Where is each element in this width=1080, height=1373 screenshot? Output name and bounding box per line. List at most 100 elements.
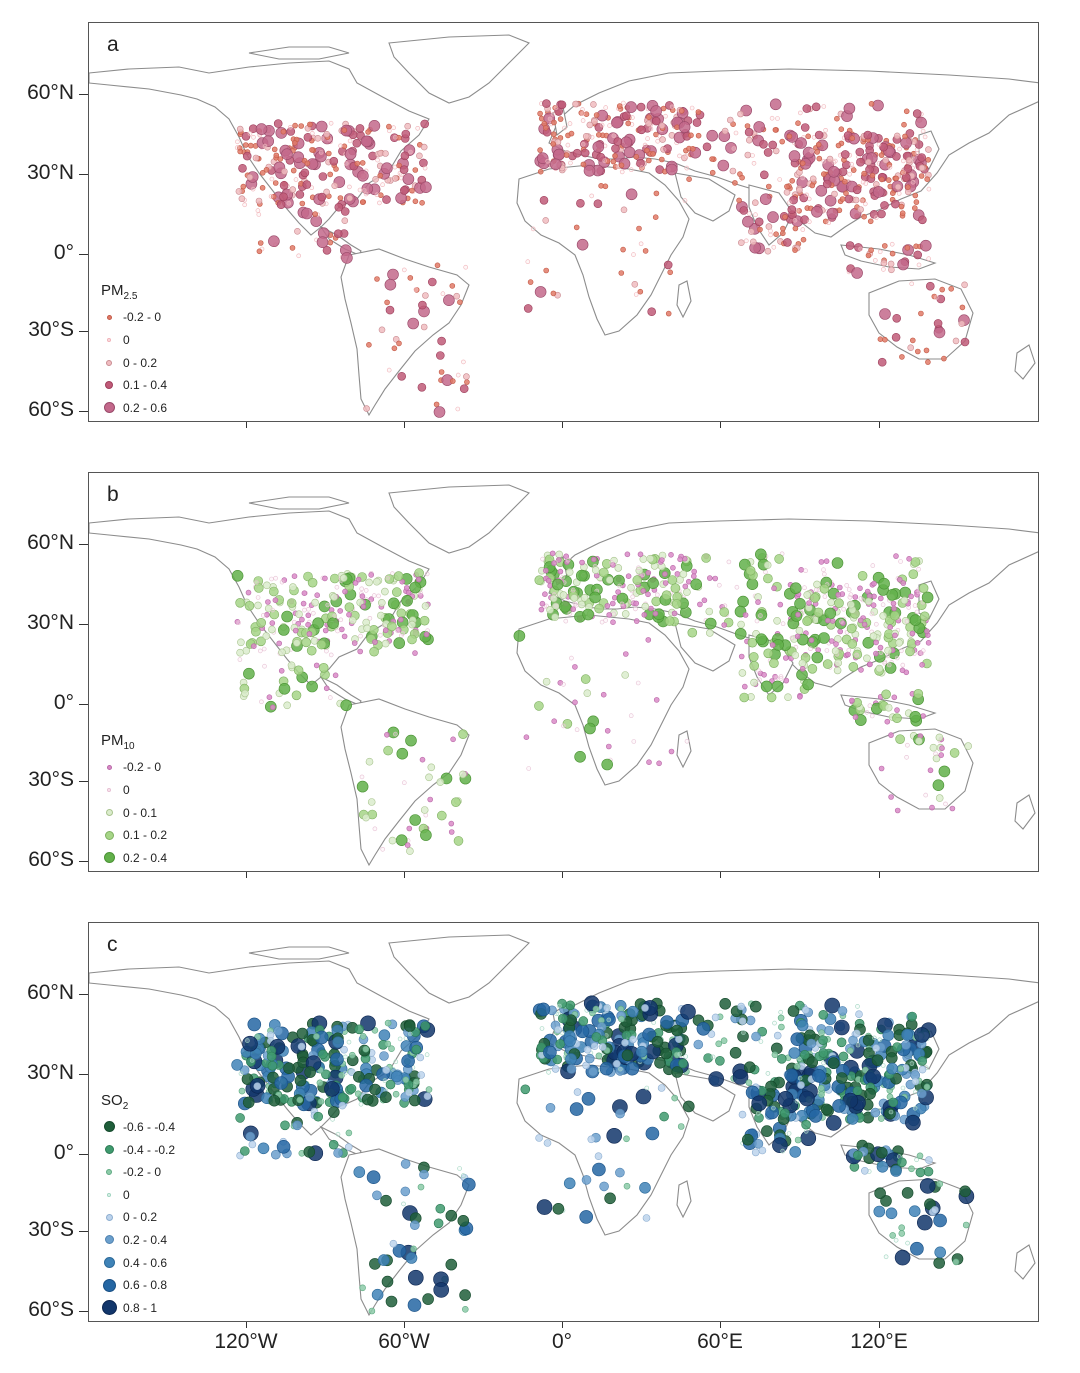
station-marker: [582, 133, 590, 140]
station-marker: [720, 1037, 728, 1044]
legend-label: 0.8 - 1: [123, 1300, 158, 1315]
station-marker: [550, 141, 557, 147]
station-marker: [330, 1117, 335, 1122]
station-marker: [555, 557, 562, 563]
station-marker: [361, 1093, 374, 1106]
station-marker: [742, 612, 749, 618]
station-marker: [296, 253, 301, 259]
station-marker: [424, 571, 430, 577]
station-marker: [293, 639, 301, 647]
station-marker: [909, 711, 922, 723]
station-marker: [783, 677, 790, 684]
station-marker: [827, 166, 840, 178]
station-marker: [687, 627, 698, 638]
station-marker: [263, 581, 271, 590]
station-marker: [291, 573, 298, 579]
legend-symbol: [101, 1192, 117, 1197]
station-marker: [635, 1045, 648, 1058]
world-map-b: [89, 484, 1038, 867]
station-marker: [440, 291, 446, 297]
station-marker: [907, 1011, 918, 1022]
station-marker: [639, 165, 645, 170]
station-marker: [959, 304, 966, 311]
station-marker: [323, 685, 330, 692]
station-marker: [348, 1051, 356, 1059]
station-marker: [678, 1058, 688, 1069]
station-marker: [808, 1109, 823, 1123]
station-marker: [328, 652, 334, 658]
station-marker: [772, 147, 780, 155]
station-marker: [780, 1108, 790, 1118]
station-marker: [570, 594, 579, 602]
station-marker: [688, 132, 694, 139]
station-marker: [769, 98, 782, 111]
station-marker: [755, 633, 768, 645]
station-marker: [925, 359, 931, 365]
station-marker: [419, 1169, 429, 1180]
station-marker: [658, 122, 666, 129]
station-marker: [390, 1070, 403, 1083]
station-marker: [806, 219, 812, 224]
station-marker: [783, 238, 792, 247]
station-marker: [582, 1061, 590, 1070]
station-marker: [433, 406, 446, 418]
station-marker: [420, 806, 429, 814]
station-marker: [242, 151, 252, 161]
station-marker: [808, 637, 815, 643]
station-marker: [560, 1030, 565, 1036]
station-marker: [909, 337, 916, 344]
station-marker: [539, 1026, 545, 1031]
station-marker: [382, 627, 389, 634]
station-marker: [857, 585, 863, 592]
station-marker: [383, 745, 393, 756]
station-marker: [851, 267, 863, 279]
station-marker: [295, 610, 303, 618]
station-marker: [337, 1092, 348, 1103]
station-marker: [873, 639, 879, 646]
station-marker: [655, 138, 661, 144]
station-marker: [800, 227, 806, 232]
legend-item: 0.2 - 0.6: [101, 396, 167, 419]
station-marker: [884, 646, 892, 655]
station-marker: [609, 560, 614, 565]
station-marker: [864, 1088, 876, 1100]
station-marker: [408, 1094, 421, 1107]
station-marker: [774, 675, 779, 681]
station-marker: [422, 292, 429, 299]
station-marker: [732, 180, 738, 186]
station-marker: [933, 295, 939, 300]
station-marker: [385, 1079, 396, 1090]
legend-item: 0.2 - 0.4: [101, 846, 167, 869]
station-marker: [359, 1033, 367, 1040]
station-marker: [890, 610, 900, 621]
station-marker: [539, 600, 546, 607]
station-marker: [565, 568, 574, 576]
station-marker: [637, 551, 644, 558]
station-marker: [895, 734, 905, 745]
station-marker: [759, 140, 768, 149]
station-marker: [278, 668, 285, 674]
station-marker: [869, 611, 875, 617]
station-marker: [909, 614, 922, 626]
station-marker: [795, 611, 801, 618]
station-marker: [661, 590, 672, 600]
station-marker: [381, 587, 389, 596]
station-marker: [656, 760, 662, 767]
station-marker: [437, 336, 446, 346]
station-marker: [899, 210, 906, 216]
station-marker: [719, 607, 730, 617]
station-marker: [534, 575, 545, 585]
legend-symbol: [101, 1278, 117, 1292]
station-marker: [667, 269, 674, 276]
station-marker: [262, 143, 268, 149]
station-marker: [346, 611, 352, 618]
station-marker: [594, 603, 604, 614]
legend-symbol: [101, 852, 117, 864]
station-marker: [747, 211, 752, 216]
station-marker: [715, 1040, 723, 1048]
station-marker: [883, 1254, 889, 1260]
station-marker: [328, 695, 333, 700]
station-marker: [572, 601, 578, 607]
station-marker: [357, 648, 364, 655]
station-marker: [893, 132, 901, 140]
